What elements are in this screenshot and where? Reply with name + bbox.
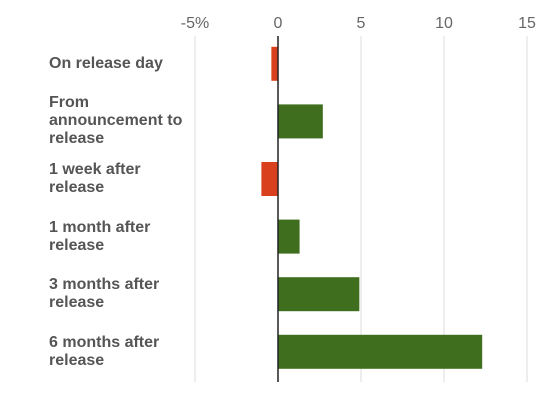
x-tick-label: 5 bbox=[357, 15, 366, 32]
x-tick-label: -5% bbox=[181, 15, 209, 32]
y-tick-label: 1 week after release bbox=[49, 161, 141, 196]
y-tick-label: 6 months after release bbox=[49, 333, 160, 369]
y-tick-label: On release day bbox=[49, 54, 163, 72]
x-tick-label: 15 bbox=[518, 15, 536, 32]
x-tick-label: 10 bbox=[435, 15, 453, 32]
bar bbox=[278, 334, 483, 369]
y-tick-label: 1 month after release bbox=[49, 218, 151, 254]
y-tick-label: From announcement to release bbox=[49, 94, 183, 148]
bar bbox=[278, 104, 323, 139]
bar bbox=[271, 46, 278, 81]
y-tick-label: 3 months after release bbox=[49, 276, 160, 312]
bar bbox=[278, 219, 300, 254]
x-tick-label: 0 bbox=[274, 15, 283, 32]
bar bbox=[278, 277, 360, 312]
bar bbox=[261, 162, 278, 196]
